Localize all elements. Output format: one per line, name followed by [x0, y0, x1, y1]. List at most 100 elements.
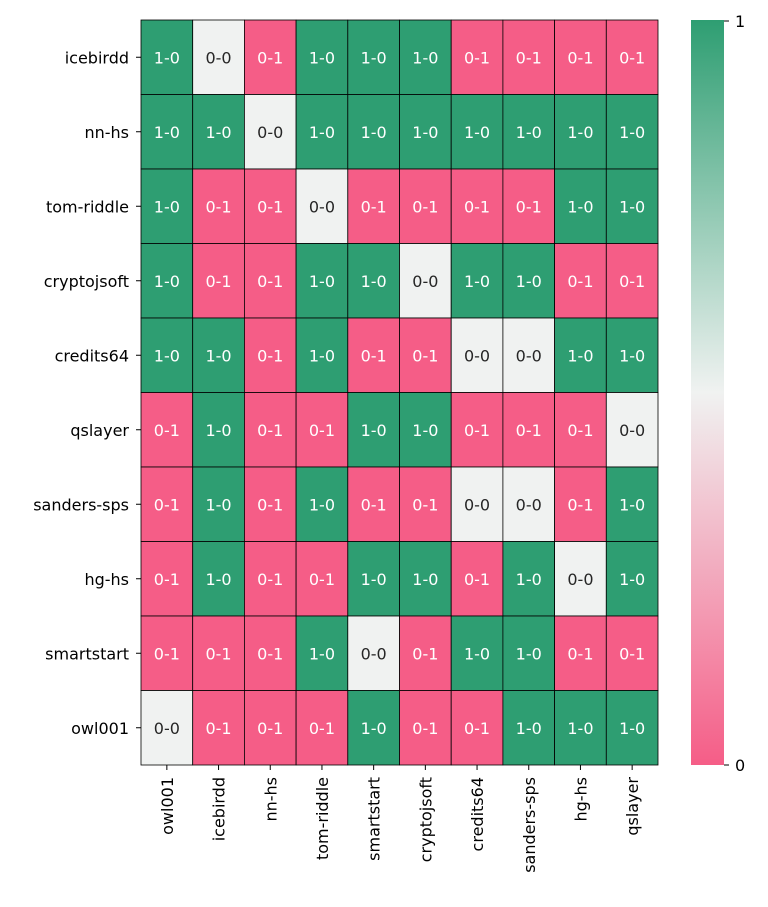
heatmap-cell: [502, 243, 555, 319]
heatmap-cell-label: 0-1: [205, 719, 231, 738]
heatmap-cell-label: 1-0: [567, 719, 593, 738]
heatmap-cell-label: 0-1: [516, 48, 542, 67]
heatmap-cell: [605, 19, 659, 95]
heatmap-cell-label: 1-0: [567, 123, 593, 142]
heatmap-cell-label: 1-0: [464, 123, 490, 142]
heatmap-cell-label: 1-0: [154, 48, 180, 67]
heatmap-cell: [347, 243, 400, 319]
heatmap-cell: [295, 94, 349, 170]
heatmap-cell: [192, 19, 245, 95]
row-label: sanders-sps: [33, 495, 129, 514]
heatmap-cell-label: 0-1: [464, 570, 490, 589]
heatmap-cell: [605, 94, 659, 170]
row-label: tom-riddle: [46, 197, 129, 216]
heatmap-cell: [192, 94, 245, 170]
heatmap-cell-label: 0-0: [567, 570, 593, 589]
heatmap-cell-label: 0-1: [412, 495, 438, 514]
heatmap-cell: [243, 392, 297, 468]
heatmap-cell-label: 1-0: [309, 123, 335, 142]
heatmap-cell-label: 0-1: [257, 495, 283, 514]
column-label: smartstart: [365, 777, 384, 861]
column-label: qslayer: [623, 777, 642, 836]
heatmap-cell-label: 0-1: [257, 346, 283, 365]
heatmap-cell: [347, 690, 400, 766]
heatmap-cell-label: 0-1: [205, 272, 231, 291]
heatmap-cell-label: 0-1: [464, 719, 490, 738]
heatmap-cell-label: 0-1: [361, 495, 387, 514]
heatmap-cell-label: 0-1: [464, 421, 490, 440]
heatmap-cell-label: 1-0: [154, 272, 180, 291]
colorbar-label-max: 1: [735, 12, 745, 31]
heatmap-cell-label: 0-1: [257, 719, 283, 738]
heatmap-cell: [295, 541, 349, 617]
row-label: cryptojsoft: [44, 272, 129, 291]
heatmap-cell: [399, 541, 452, 617]
heatmap-cell-label: 0-1: [567, 48, 593, 67]
row-label: nn-hs: [84, 123, 129, 142]
heatmap-cell-label: 0-1: [464, 48, 490, 67]
heatmap-cell: [450, 466, 504, 542]
heatmap-cell: [605, 690, 659, 766]
heatmap-cell: [347, 317, 400, 393]
heatmap-cell: [243, 615, 297, 691]
heatmap-cell-label: 1-0: [361, 48, 387, 67]
heatmap-cell-label: 1-0: [205, 495, 231, 514]
heatmap-cell-label: 0-1: [257, 644, 283, 663]
heatmap-cell-label: 1-0: [309, 272, 335, 291]
heatmap-cell-label: 0-1: [257, 48, 283, 67]
heatmap-cell-label: 0-1: [619, 272, 645, 291]
heatmap-cell-label: 0-0: [516, 346, 542, 365]
heatmap-cell: [399, 392, 452, 468]
column-label: cryptojsoft: [416, 777, 435, 862]
heatmap-cell: [605, 317, 659, 393]
heatmap-cell: [140, 690, 194, 766]
heatmap-cell-label: 1-0: [619, 123, 645, 142]
heatmap-cell: [502, 317, 555, 393]
heatmap-cell-label: 0-1: [205, 197, 231, 216]
heatmap-cell-label: 1-0: [412, 123, 438, 142]
column-label: icebirdd: [210, 777, 229, 841]
heatmap-cell-label: 0-1: [412, 719, 438, 738]
heatmap-cell-label: 1-0: [567, 346, 593, 365]
heatmap-cell: [605, 466, 659, 542]
heatmap-cell-label: 0-1: [154, 644, 180, 663]
heatmap-cells: 1-0 0-0 0-1 1-0 1-0 1-0 0-1 0-1 0-1 0-1 1-0 1-0 0-0 1…: [140, 19, 659, 766]
heatmap-cell-label: 1-0: [205, 123, 231, 142]
heatmap-cell: [502, 94, 555, 170]
heatmap-cell-label: 0-1: [361, 346, 387, 365]
heatmap-cell-label: 0-0: [516, 495, 542, 514]
heatmap-cell-label: 1-0: [361, 421, 387, 440]
heatmap-cell-label: 0-1: [567, 272, 593, 291]
heatmap-cell: [399, 94, 452, 170]
heatmap-cell: [399, 690, 452, 766]
heatmap-cell-label: 1-0: [309, 644, 335, 663]
heatmap-cell: [605, 541, 659, 617]
heatmap-cell: [450, 541, 504, 617]
heatmap-cell-label: 1-0: [361, 719, 387, 738]
heatmap-cell-label: 0-1: [516, 421, 542, 440]
heatmap-cell: [243, 541, 297, 617]
heatmap-cell: [140, 243, 194, 319]
heatmap-cell-label: 0-1: [154, 421, 180, 440]
heatmap-cell-label: 1-0: [412, 570, 438, 589]
heatmap-cell-label: 1-0: [464, 272, 490, 291]
row-label: credits64: [55, 346, 129, 365]
heatmap-cell: [450, 243, 504, 319]
heatmap-cell-label: 0-1: [619, 644, 645, 663]
heatmap-cell-label: 0-1: [257, 421, 283, 440]
heatmap-cell: [347, 392, 400, 468]
heatmap-cell: [502, 168, 555, 244]
heatmap-cell: [140, 392, 194, 468]
heatmap-cell: [399, 466, 452, 542]
heatmap-cell-label: 1-0: [205, 421, 231, 440]
heatmap-cell-label: 1-0: [412, 421, 438, 440]
heatmap-cell: [605, 615, 659, 691]
heatmap-cell-label: 0-0: [309, 197, 335, 216]
heatmap-cell: [295, 615, 349, 691]
heatmap-cell-label: 0-1: [154, 495, 180, 514]
heatmap-cell-label: 0-1: [309, 421, 335, 440]
heatmap-cell: [399, 243, 452, 319]
column-label: hg-hs: [571, 777, 590, 822]
heatmap-cell: [554, 392, 607, 468]
heatmap-cell: [554, 466, 607, 542]
